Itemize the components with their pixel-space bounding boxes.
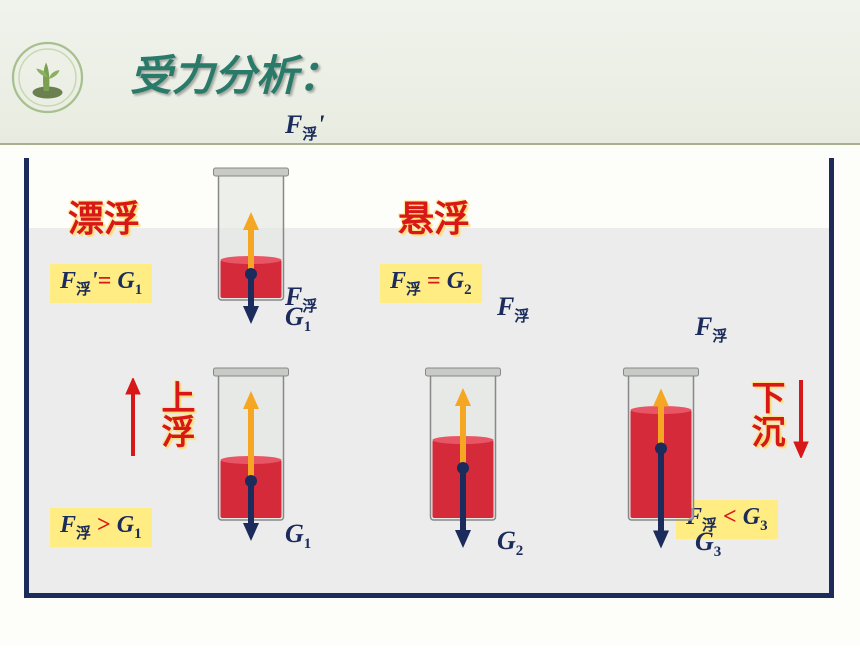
force-F-sink: F浮 xyxy=(695,312,727,346)
label-suspend: 悬浮 xyxy=(398,190,470,242)
force-G-suspend: G2 xyxy=(497,526,523,560)
logo-icon xyxy=(10,40,85,115)
beaker-suspend xyxy=(403,280,523,630)
force-F-rise: F浮 xyxy=(285,282,317,316)
rise-arrow-icon xyxy=(124,378,142,458)
force-F-float: F浮' xyxy=(285,110,325,144)
force-G-rise: G1 xyxy=(285,519,311,553)
label-rise: 上浮 xyxy=(158,380,192,448)
force-G-sink: G3 xyxy=(695,527,721,561)
beaker-rise xyxy=(191,270,311,610)
label-float: 漂浮 xyxy=(68,190,140,242)
beaker-sink xyxy=(601,300,721,650)
formula-rise: F浮 > G1 xyxy=(50,508,152,547)
sink-arrow-icon xyxy=(792,378,810,458)
header-bg xyxy=(0,0,860,145)
label-sink: 下沉 xyxy=(748,380,782,448)
force-F-suspend: F浮 xyxy=(497,292,529,326)
page-title: 受力分析： xyxy=(130,42,340,103)
formula-float: F浮'= G1 xyxy=(50,264,152,303)
